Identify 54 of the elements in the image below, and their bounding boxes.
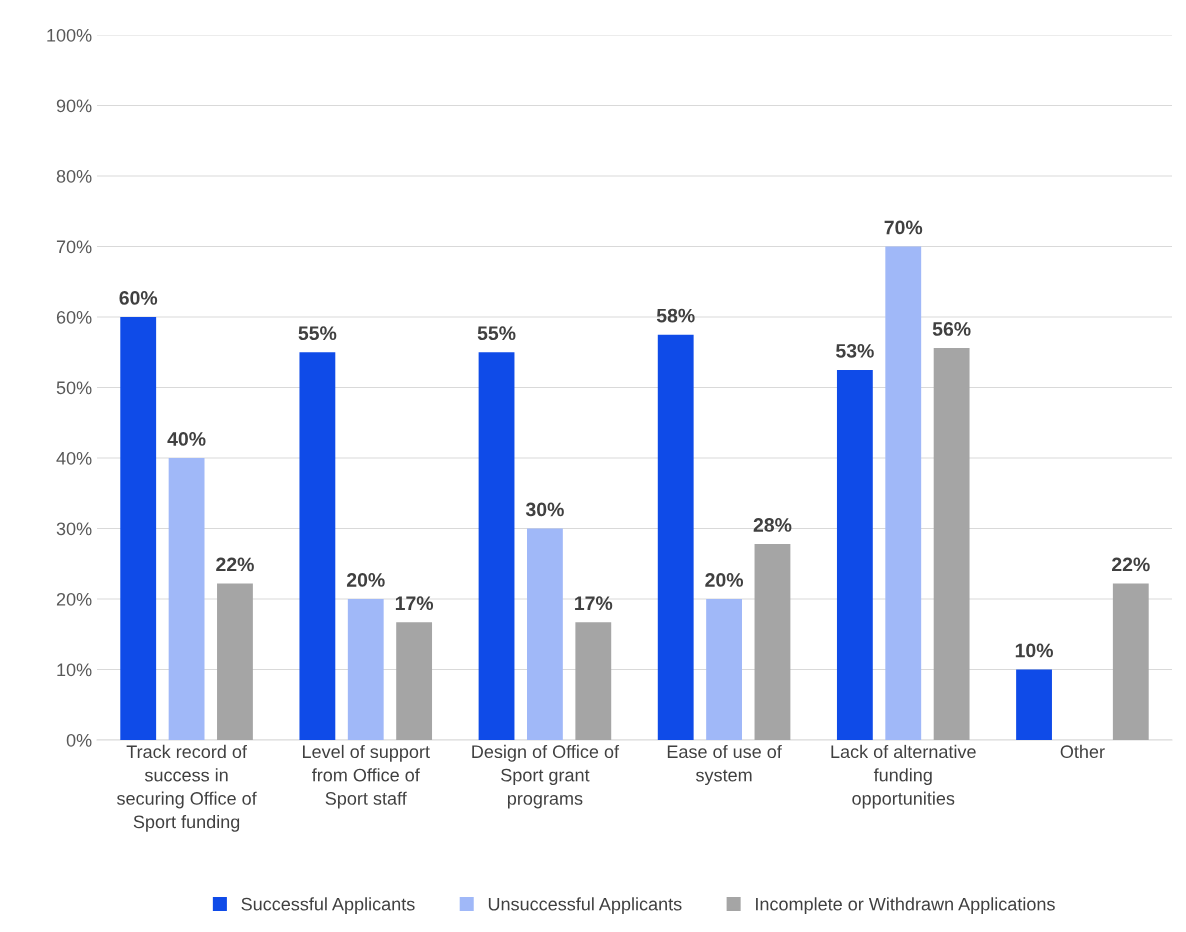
y-tick-label: 20% — [56, 592, 92, 606]
data-label: 55% — [298, 326, 337, 341]
data-label: 22% — [216, 557, 254, 572]
y-tick-label: 100% — [47, 28, 92, 42]
y-tick-label: 50% — [56, 381, 92, 395]
data-label: 58% — [656, 308, 695, 323]
legend-label: Unsuccessful Applicants — [488, 897, 682, 915]
y-tick-label: 40% — [56, 451, 92, 465]
y-tick-label: 60% — [56, 310, 92, 324]
data-label: 22% — [1112, 557, 1150, 572]
data-label: 10% — [1015, 643, 1053, 658]
data-label: 20% — [705, 573, 744, 587]
data-label: 56% — [932, 322, 971, 336]
y-tick-label: 80% — [56, 169, 92, 183]
y-tick-label: 70% — [56, 240, 92, 254]
y-tick-label: 0% — [66, 733, 92, 747]
legend-label: Successful Applicants — [241, 897, 415, 915]
bar — [347, 599, 384, 740]
x-tick-label: Other — [1060, 744, 1105, 759]
y-tick-label: 30% — [56, 522, 92, 536]
legend-label: Incomplete or Withdrawn Applications — [756, 897, 1055, 915]
data-label: 17% — [395, 596, 434, 611]
data-label: 30% — [525, 502, 564, 517]
y-tick-label: 10% — [57, 663, 92, 677]
x-tick-label: Design of Office of Sport grant programs — [472, 744, 620, 809]
bar — [217, 583, 253, 740]
data-label: 70% — [884, 220, 923, 235]
bar — [527, 528, 563, 740]
data-label: 20% — [346, 573, 385, 587]
data-label: 55% — [477, 326, 516, 341]
data-label: 17% — [575, 596, 613, 611]
bar — [168, 458, 205, 740]
bar — [1016, 669, 1052, 740]
data-label: 60% — [119, 291, 158, 305]
bar — [933, 348, 970, 740]
bar — [706, 599, 742, 740]
bar — [836, 369, 873, 740]
x-tick-label: Lack of alternative funding opportunities — [831, 744, 976, 809]
bar — [396, 622, 433, 740]
bar — [478, 352, 515, 740]
bar — [299, 352, 336, 740]
data-label: 53% — [836, 343, 874, 358]
bar — [120, 317, 157, 740]
x-tick-label: Track record of success in securing Office of Sport funding — [117, 744, 257, 832]
bar — [754, 544, 791, 740]
x-tick-label: Level of support from Office of Sport staff — [303, 744, 430, 809]
x-tick-label: Ease of use of system — [667, 744, 782, 786]
bar — [575, 622, 612, 740]
bar — [657, 334, 694, 740]
bar — [1112, 583, 1149, 740]
data-label: 28% — [753, 518, 792, 532]
data-label: 40% — [167, 432, 206, 446]
y-tick-label: 90% — [56, 99, 92, 113]
bar — [885, 246, 922, 740]
